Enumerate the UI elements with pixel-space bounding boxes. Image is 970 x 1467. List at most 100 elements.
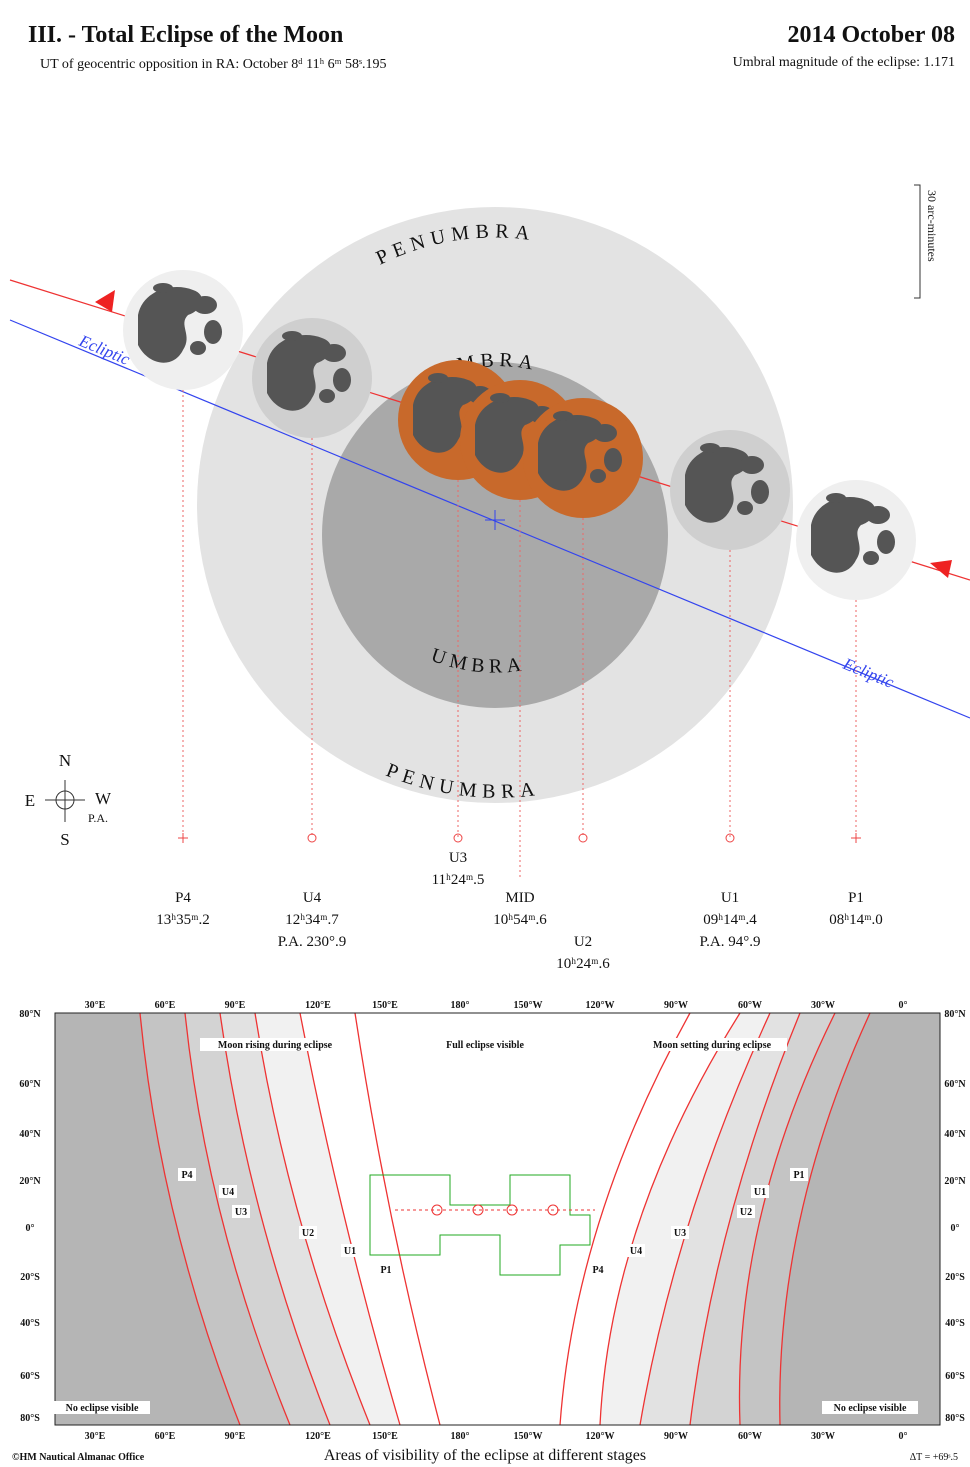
longitude-label: 30°W (811, 1000, 835, 1011)
visibility-band (779, 1013, 940, 1425)
contact-curve (599, 1012, 741, 1426)
map-caption: Areas of visibility of the eclipse at di… (324, 1447, 646, 1464)
magnitude: Umbral magnitude of the eclipse: 1.171 (733, 55, 955, 70)
stage-label: P1 (793, 1170, 804, 1181)
latitude-label: 60°N (19, 1079, 41, 1090)
region-label: Full eclipse visible (446, 1040, 524, 1051)
latitude-label: 80°N (19, 1009, 41, 1020)
contact-label: U4 (303, 890, 322, 906)
longitude-label: 90°E (225, 1000, 246, 1011)
scale-bar (914, 184, 921, 299)
stage-label-bg (737, 1205, 755, 1218)
stage-label-bg (219, 1185, 237, 1198)
region-label-bg (200, 1038, 350, 1051)
stage-label-bg (751, 1185, 769, 1198)
compass-n: N (59, 751, 71, 770)
contact-label: U3 (449, 850, 467, 866)
stage-label: U4 (630, 1246, 642, 1257)
longitude-label: 90°E (225, 1431, 246, 1442)
region-label-bg (54, 1401, 150, 1414)
latitude-label: 0° (26, 1223, 35, 1234)
latitude-label: 40°S (945, 1318, 965, 1329)
contact-label: P1 (848, 890, 864, 906)
compass-s: S (60, 830, 69, 849)
contact-curve (139, 1012, 241, 1426)
stage-label: P1 (380, 1265, 391, 1276)
contact-pa: P.A. 230°.9 (278, 934, 347, 950)
contact-time: 09ʰ14ᵐ.4 (703, 912, 757, 928)
longitude-label: 30°W (811, 1431, 835, 1442)
contact-label: MID (505, 890, 534, 906)
compass-pa: P.A. (88, 811, 108, 825)
latitude-label: 80°N (944, 1009, 966, 1020)
stage-label: P4 (181, 1170, 192, 1181)
stage-label: U3 (235, 1207, 247, 1218)
stage-label-bg (178, 1168, 196, 1181)
contact-time: 08ʰ14ᵐ.0 (829, 912, 882, 928)
stage-label-bg (232, 1205, 250, 1218)
contact-label: U1 (721, 890, 739, 906)
latitude-label: 20°S (945, 1272, 965, 1283)
stage-label-bg (341, 1244, 359, 1257)
title: III. - Total Eclipse of the Moon (28, 22, 343, 48)
contact-curve (299, 1012, 401, 1426)
center-cross (485, 510, 505, 530)
scale-label: 30 arc-minutes (925, 190, 939, 262)
longitude-label: 150°W (514, 1000, 543, 1011)
pacific-grid (369, 1174, 591, 1276)
latitude-label: 20°N (944, 1176, 966, 1187)
longitude-label: 30°E (85, 1000, 106, 1011)
arrow (95, 290, 115, 312)
credit: ©HM Nautical Almanac Office (12, 1452, 145, 1463)
longitude-label: 120°E (305, 1000, 331, 1011)
latitude-label: 60°S (945, 1371, 965, 1382)
latitude-label: 20°N (19, 1176, 41, 1187)
longitude-label: 0° (899, 1000, 908, 1011)
latitude-label: 20°S (20, 1272, 40, 1283)
longitude-label: 180° (451, 1000, 470, 1011)
compass-e: E (25, 791, 35, 810)
latitude-label: 40°S (20, 1318, 40, 1329)
compass: N S E W P.A. (25, 751, 112, 849)
contact-time: 12ʰ34ᵐ.7 (285, 912, 339, 928)
stage-label-bg (790, 1168, 808, 1181)
latitude-label: 60°S (20, 1371, 40, 1382)
stage-label: P4 (592, 1265, 603, 1276)
latitude-label: 40°N (19, 1129, 41, 1140)
longitude-label: 30°E (85, 1431, 106, 1442)
stage-label: U3 (674, 1228, 686, 1239)
contact-time: 13ʰ35ᵐ.2 (156, 912, 209, 928)
longitude-label: 120°E (305, 1431, 331, 1442)
stage-label-bg (299, 1226, 317, 1239)
contact-markers (178, 833, 861, 843)
longitude-label: 90°W (664, 1000, 688, 1011)
latitude-label: 0° (951, 1223, 960, 1234)
longitude-label: 0° (899, 1431, 908, 1442)
region-label-bg (822, 1401, 918, 1414)
longitude-label: 120°W (586, 1431, 615, 1442)
longitude-label: 60°E (155, 1431, 176, 1442)
region-label: Moon setting during eclipse (653, 1040, 772, 1051)
longitude-label: 150°E (372, 1431, 398, 1442)
region-label: No eclipse visible (834, 1403, 907, 1414)
delta-t: ΔT = +69ˢ.5 (910, 1452, 958, 1463)
region-label: Moon rising during eclipse (218, 1040, 333, 1051)
stage-label-bg (589, 1263, 607, 1276)
contact-curve (639, 1012, 771, 1426)
map-border (54, 1012, 941, 1426)
map-path (395, 1204, 595, 1216)
stage-label-bg (627, 1244, 645, 1257)
latitude-label: 80°S (945, 1413, 965, 1424)
contact-lines (182, 390, 857, 880)
longitude-label: 120°W (586, 1000, 615, 1011)
region-label: No eclipse visible (66, 1403, 139, 1414)
longitude-label: 150°W (514, 1431, 543, 1442)
longitude-label: 60°W (738, 1000, 762, 1011)
contact-curve (354, 1012, 441, 1426)
contact-pa: P.A. 94°.9 (699, 934, 760, 950)
date: 2014 October 08 (787, 22, 955, 48)
latitude-label: 80°S (20, 1413, 40, 1424)
visibility-map: 30°E 30°E 60°E 60°E 90°E 90°E 120°E 120°E 150°E 1… (19, 1000, 966, 1442)
stage-label: U4 (222, 1187, 234, 1198)
contact-curve (559, 1012, 691, 1426)
